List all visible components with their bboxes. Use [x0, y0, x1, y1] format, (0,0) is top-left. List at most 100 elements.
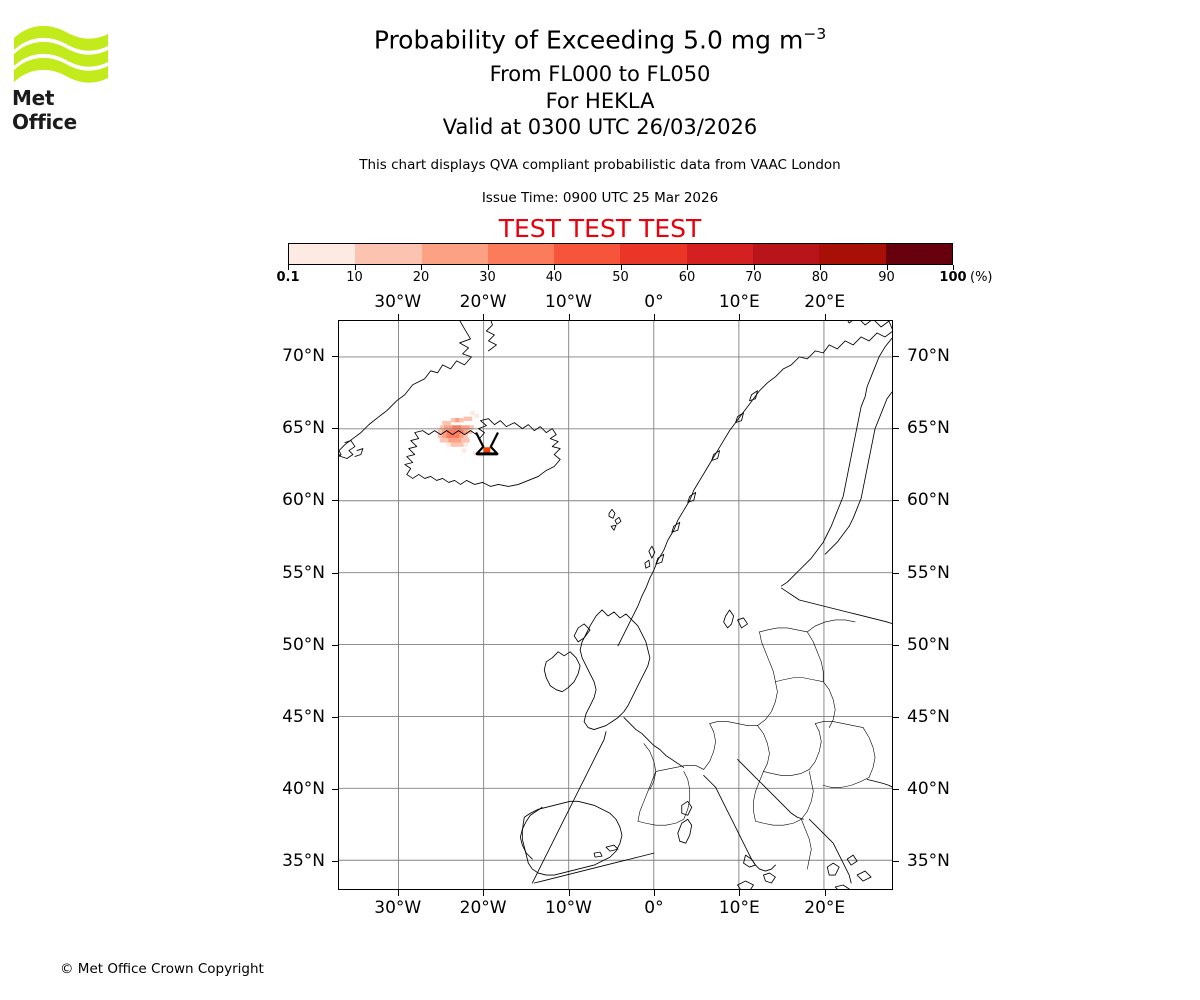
map-panel[interactable]	[338, 320, 893, 890]
longitude-label: 30°W	[374, 292, 422, 312]
met-office-logo: Met Office	[12, 24, 112, 134]
map-canvas	[339, 321, 892, 889]
latitude-label: 50°N	[907, 634, 950, 655]
page-title: Probability of Exceeding 5.0 mg m−3	[0, 25, 1200, 54]
test-banner: TEST TEST TEST	[498, 214, 702, 243]
axis-tick	[824, 890, 826, 896]
axis-tick	[653, 314, 655, 320]
axis-tick	[397, 890, 399, 896]
latitude-label: 50°N	[282, 634, 325, 655]
axis-tick	[332, 356, 338, 358]
latitude-label: 70°N	[282, 346, 325, 367]
colorbar-band-8	[819, 244, 886, 264]
colorbar-tick-label: 80	[811, 270, 829, 285]
longitude-label: 10°W	[545, 898, 593, 918]
met-office-wave-mark	[14, 25, 108, 83]
copyright-notice: © Met Office Crown Copyright	[60, 961, 264, 977]
latitude-label: 40°N	[907, 778, 950, 799]
colorbar-tick-label: 0.1	[276, 270, 300, 285]
axis-tick	[739, 890, 741, 896]
ash-probability-cell	[455, 442, 460, 447]
colorbar-units-label: (%)	[970, 270, 993, 285]
colorbar-tick	[820, 265, 821, 270]
ash-probability-cell	[459, 418, 464, 423]
ash-probability-cell	[463, 429, 468, 434]
volcano-vent-icon	[483, 447, 491, 453]
colorbar-bands	[288, 243, 953, 265]
colorbar-tick-label: 40	[545, 270, 563, 285]
latitude-label: 60°N	[907, 490, 950, 511]
axis-tick	[332, 788, 338, 790]
latitude-label: 65°N	[282, 418, 325, 439]
colorbar-tick-label: 30	[479, 270, 496, 285]
colorbar-band-5	[620, 244, 687, 264]
colorbar-tick	[487, 265, 489, 270]
ash-probability-cell	[443, 425, 449, 430]
colorbar-tick-label: 20	[412, 270, 430, 285]
colorbar-tick-label: 50	[612, 270, 629, 285]
ash-probability-cell	[455, 433, 460, 439]
longitude-label: 0°	[644, 292, 664, 312]
ash-probability-cell	[448, 425, 453, 430]
ash-probability-cell	[461, 448, 467, 453]
ash-probability-cell	[459, 442, 464, 447]
latitude-label: 45°N	[282, 706, 325, 727]
ash-probability-cell	[442, 433, 447, 439]
coastlines-layer	[339, 321, 892, 889]
axis-tick	[568, 890, 570, 896]
axis-tick	[332, 500, 338, 502]
ash-probability-cell	[474, 413, 480, 419]
ash-probability-cell	[456, 438, 462, 443]
latitude-label: 55°N	[282, 562, 325, 583]
longitude-label: 10°E	[718, 292, 760, 312]
axis-tick	[893, 788, 899, 790]
ash-probability-cell	[450, 433, 456, 439]
axis-tick	[893, 500, 899, 502]
colorbar-band-4	[554, 244, 621, 264]
ash-probability-cell	[459, 433, 464, 439]
axis-tick	[332, 716, 338, 718]
valid-time: Valid at 0300 UTC 26/03/2026	[442, 115, 758, 139]
ash-probability-cell	[456, 425, 462, 430]
probability-colorbar	[288, 243, 953, 265]
axis-tick	[568, 314, 570, 320]
axis-tick	[739, 314, 741, 320]
axis-tick	[332, 572, 338, 574]
ash-probability-cell	[472, 451, 478, 456]
latitude-label: 35°N	[282, 851, 325, 872]
ash-probability-cell	[450, 418, 456, 423]
ash-probability-cell	[470, 410, 475, 416]
latitude-label: 60°N	[282, 490, 325, 511]
colorbar-tick	[421, 265, 422, 270]
main-title-exponent: −3	[803, 25, 827, 43]
axis-tick	[332, 428, 338, 430]
axis-tick	[824, 314, 826, 320]
axis-tick	[483, 890, 485, 896]
ash-probability-cell	[452, 425, 457, 430]
ash-probability-cell	[448, 438, 453, 443]
ash-probability-cell	[438, 433, 443, 439]
issue-time: Issue Time: 0900 UTC 25 Mar 2026	[481, 190, 719, 206]
qva-note: This chart displays QVA compliant probab…	[359, 157, 841, 173]
latitude-label: 65°N	[907, 418, 950, 439]
axis-tick	[893, 716, 899, 718]
longitude-label: 20°W	[459, 898, 507, 918]
flight-level-range: From FL000 to FL050	[489, 62, 711, 86]
ash-probability-cell	[465, 438, 470, 443]
colorbar-tick-label: 100	[939, 270, 967, 285]
axis-tick	[653, 890, 655, 896]
longitude-label: 10°W	[545, 292, 593, 312]
colorbar-tick	[687, 265, 688, 270]
axis-tick	[483, 314, 485, 320]
volcano-marker-hekla	[475, 432, 499, 456]
axis-tick	[893, 644, 899, 646]
colorbar-tick	[953, 265, 954, 270]
colorbar-band-0	[289, 244, 356, 264]
ash-probability-cell	[450, 442, 456, 447]
ash-probability-cell	[438, 429, 443, 434]
colorbar-tick	[753, 265, 755, 270]
latitude-label: 40°N	[282, 778, 325, 799]
colorbar-tick-axis: 0.1 10 20 30 40 50 60 70 80 90 100	[276, 265, 967, 285]
colorbar-tick	[354, 265, 356, 270]
ash-probability-cell	[439, 438, 445, 443]
